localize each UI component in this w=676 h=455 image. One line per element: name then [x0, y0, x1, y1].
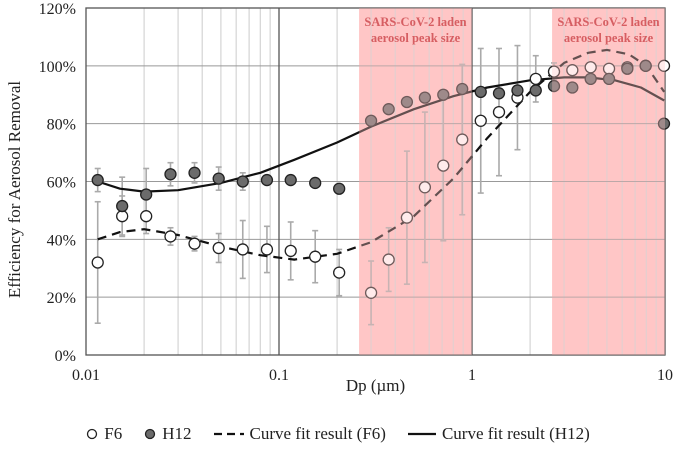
data-point-f6: [456, 133, 469, 146]
legend: F6 H12 Curve fit result (F6) Curve fit r…: [0, 424, 676, 444]
y-tick-label: 20%: [47, 290, 76, 307]
data-point-h12: [260, 173, 274, 187]
curve-fit-f6: [97, 48, 666, 261]
legend-label: F6: [104, 424, 123, 443]
data-point-f6: [260, 243, 274, 256]
solid-line-icon: [407, 432, 436, 436]
data-point-f6: [309, 250, 322, 263]
data-point-f6: [364, 286, 378, 299]
x-tick-label: 10: [657, 367, 673, 384]
data-point-h12: [188, 166, 201, 179]
legend-item-f6-fit: Curve fit result (F6): [213, 424, 386, 444]
y-tick-label: 40%: [47, 232, 76, 249]
legend-label: Curve fit result (F6): [249, 424, 386, 443]
data-point-h12: [382, 103, 395, 116]
data-point-h12: [511, 84, 524, 97]
band-annotation: aerosol peak size: [564, 31, 654, 45]
data-point-f6: [529, 72, 542, 85]
data-point-h12: [284, 173, 297, 187]
data-point-f6: [584, 61, 597, 74]
data-point-h12: [621, 62, 634, 75]
data-point-f6: [418, 181, 432, 194]
data-point-f6: [382, 253, 395, 266]
y-tick-label: 80%: [47, 117, 76, 134]
data-point-f6: [602, 62, 616, 75]
data-point-h12: [418, 91, 432, 104]
data-point-h12: [584, 72, 597, 85]
x-tick-label: 0.1: [269, 367, 289, 384]
data-point-f6: [437, 159, 450, 172]
data-point-h12: [639, 59, 652, 72]
open-circle-icon: [87, 428, 98, 440]
data-point-h12: [456, 82, 469, 96]
data-point-f6: [91, 256, 104, 269]
data-point-f6: [547, 65, 561, 78]
data-point-h12: [529, 84, 542, 97]
dashed-line-icon: [213, 432, 244, 436]
x-tick-label: 0.01: [72, 367, 100, 384]
legend-label: H12: [162, 424, 192, 443]
band-annotation: SARS-CoV-2 laden: [557, 15, 659, 29]
data-point-h12: [437, 88, 450, 101]
data-point-h12: [364, 114, 378, 127]
x-tick-label: 1: [468, 367, 476, 384]
filled-circle-icon: [145, 428, 156, 440]
chart: SARS-CoV-2 laden aerosol peak size SARS-Co…: [5, 1, 673, 395]
data-point-h12: [400, 95, 414, 109]
data-point-f6: [188, 237, 201, 250]
data-point-f6: [333, 266, 346, 279]
data-point-f6: [116, 210, 129, 223]
legend-label: Curve fit result (H12): [441, 424, 590, 443]
data-point-f6: [212, 241, 225, 255]
data-point-h12: [140, 188, 153, 201]
data-point-h12: [657, 117, 671, 130]
data-point-f6: [140, 210, 153, 223]
data-point-h12: [309, 176, 322, 190]
legend-item-f6: F6: [86, 424, 122, 444]
legend-item-h12-fit: Curve fit result (H12): [407, 424, 590, 444]
plot-area: [85, 7, 666, 356]
band-annotation: SARS-CoV-2 laden: [364, 15, 466, 29]
data-point-h12: [602, 72, 616, 85]
data-point-h12: [236, 175, 249, 188]
y-tick-label: 60%: [47, 175, 76, 192]
data-point-f6: [657, 59, 671, 72]
data-point-h12: [474, 85, 487, 99]
data-point-f6: [492, 105, 506, 119]
data-point-h12: [566, 81, 579, 94]
data-point-h12: [116, 199, 129, 213]
legend-item-h12: H12: [144, 424, 192, 444]
data-point-f6: [474, 114, 487, 127]
data-point-f6: [236, 243, 249, 256]
data-point-h12: [212, 172, 225, 185]
y-tick-label: 0%: [55, 348, 76, 365]
data-point-f6: [400, 211, 414, 224]
data-point-h12: [492, 87, 506, 100]
data-point-f6: [164, 230, 177, 243]
data-point-h12: [164, 168, 177, 181]
y-tick-label: 120%: [39, 1, 76, 18]
x-axis-label: Dp (µm): [346, 376, 405, 395]
data-point-f6: [566, 64, 579, 77]
data-point-h12: [91, 173, 104, 187]
y-axis-label: Efficiency for Aerosol Removal: [5, 81, 24, 299]
data-point-h12: [333, 182, 346, 195]
y-tick-label: 100%: [39, 59, 76, 76]
band-annotation: aerosol peak size: [371, 31, 461, 45]
data-point-f6: [284, 244, 297, 258]
data-point-h12: [547, 79, 561, 93]
